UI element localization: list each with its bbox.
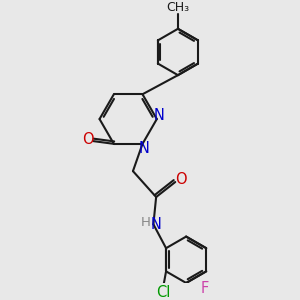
Text: F: F	[201, 281, 209, 296]
Text: H: H	[141, 216, 151, 230]
Text: CH₃: CH₃	[167, 1, 190, 14]
Text: N: N	[138, 141, 149, 156]
Text: N: N	[154, 108, 164, 123]
Text: O: O	[82, 132, 94, 147]
Text: N: N	[150, 218, 161, 232]
Text: Cl: Cl	[156, 285, 170, 300]
Text: O: O	[175, 172, 187, 187]
